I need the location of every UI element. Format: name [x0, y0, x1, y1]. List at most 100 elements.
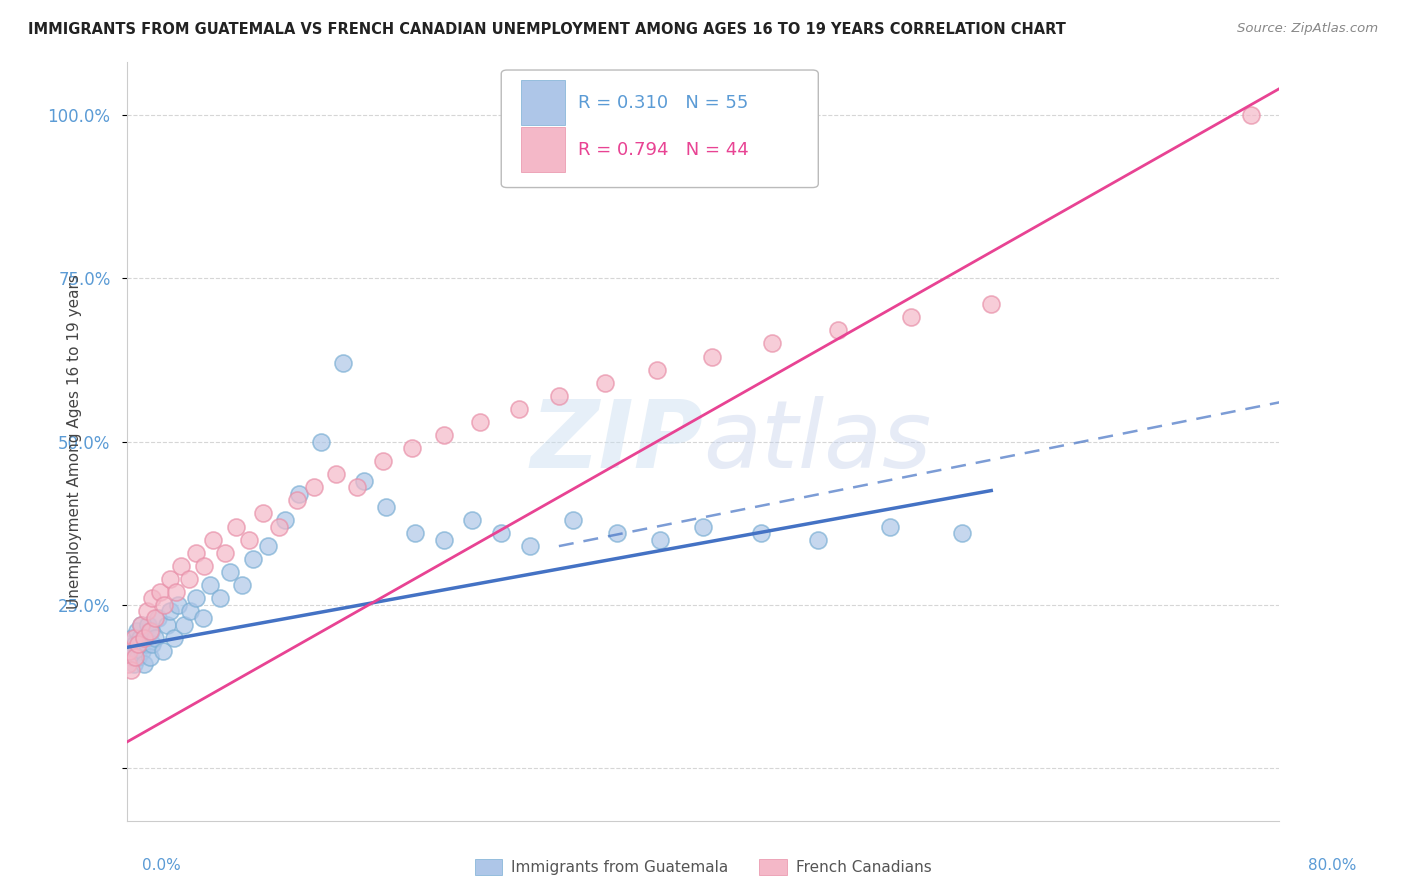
Point	[219, 566, 242, 580]
Point	[138, 624, 160, 639]
Point	[827, 323, 849, 337]
Point	[128, 631, 150, 645]
Point	[156, 617, 179, 632]
Point	[374, 500, 398, 514]
Point	[159, 605, 181, 619]
Point	[256, 539, 278, 553]
Point	[145, 631, 166, 645]
Point	[346, 480, 368, 494]
Point	[132, 631, 155, 645]
Point	[433, 533, 456, 547]
Point	[145, 611, 166, 625]
Point	[120, 650, 142, 665]
Point	[519, 539, 541, 553]
Point	[122, 643, 145, 657]
Point	[184, 546, 207, 560]
Point	[238, 533, 260, 547]
Text: atlas: atlas	[703, 396, 931, 487]
Point	[209, 591, 232, 606]
Point	[129, 617, 152, 632]
Point	[332, 356, 354, 370]
Point	[122, 657, 145, 671]
FancyBboxPatch shape	[502, 70, 818, 187]
Point	[606, 526, 628, 541]
Point	[950, 526, 973, 541]
Point	[900, 310, 922, 325]
Point	[120, 663, 142, 677]
Point	[645, 362, 668, 376]
Point	[285, 493, 308, 508]
Point	[132, 657, 155, 671]
Point	[184, 591, 207, 606]
Point	[163, 631, 186, 645]
Text: Unemployment Among Ages 16 to 19 years: Unemployment Among Ages 16 to 19 years	[67, 274, 82, 609]
Point	[548, 389, 571, 403]
Point	[167, 598, 190, 612]
Point	[371, 454, 394, 468]
Point	[242, 552, 264, 566]
Point	[404, 526, 426, 541]
Point	[117, 657, 139, 671]
Point	[593, 376, 616, 390]
Point	[149, 585, 172, 599]
Point	[252, 507, 274, 521]
Text: Source: ZipAtlas.com: Source: ZipAtlas.com	[1237, 22, 1378, 36]
Point	[433, 428, 456, 442]
Point	[121, 631, 143, 645]
Point	[648, 533, 671, 547]
Point	[401, 441, 423, 455]
Text: 80.0%: 80.0%	[1309, 858, 1357, 872]
Point	[138, 650, 160, 665]
Bar	[520, 80, 565, 126]
Text: R = 0.794   N = 44: R = 0.794 N = 44	[578, 141, 749, 159]
Bar	[520, 127, 565, 172]
Point	[117, 643, 139, 657]
Point	[131, 643, 153, 657]
Point	[135, 637, 157, 651]
Point	[491, 526, 513, 541]
Point	[173, 617, 195, 632]
Point	[193, 558, 215, 573]
Point	[302, 480, 325, 494]
Point	[118, 643, 141, 657]
Point	[135, 605, 157, 619]
Legend: Immigrants from Guatemala, French Canadians: Immigrants from Guatemala, French Canadi…	[468, 853, 938, 881]
Point	[127, 637, 149, 651]
Point	[461, 513, 484, 527]
Point	[274, 513, 297, 527]
Point	[170, 558, 193, 573]
Point	[692, 519, 714, 533]
Point	[124, 650, 146, 665]
Point	[508, 401, 530, 416]
Point	[468, 415, 491, 429]
Point	[353, 474, 375, 488]
Point	[118, 637, 141, 651]
Point	[879, 519, 901, 533]
Text: IMMIGRANTS FROM GUATEMALA VS FRENCH CANADIAN UNEMPLOYMENT AMONG AGES 16 TO 19 YE: IMMIGRANTS FROM GUATEMALA VS FRENCH CANA…	[28, 22, 1066, 37]
Point	[139, 624, 162, 639]
Point	[127, 650, 149, 665]
Point	[325, 467, 347, 482]
Point	[807, 533, 830, 547]
Point	[122, 631, 145, 645]
Point	[214, 546, 236, 560]
Point	[225, 519, 247, 533]
Point	[152, 643, 174, 657]
Point	[124, 637, 146, 651]
Point	[177, 572, 200, 586]
Text: ZIP: ZIP	[530, 395, 703, 488]
Point	[136, 617, 159, 632]
Point	[231, 578, 253, 592]
Point	[141, 637, 163, 651]
Point	[1240, 108, 1263, 122]
Point	[191, 611, 214, 625]
Point	[129, 617, 152, 632]
Point	[148, 611, 170, 625]
Point	[198, 578, 221, 592]
Point	[309, 434, 332, 449]
Point	[202, 533, 225, 547]
Point	[125, 624, 148, 639]
Point	[165, 585, 187, 599]
Point	[980, 297, 1002, 311]
Point	[749, 526, 772, 541]
